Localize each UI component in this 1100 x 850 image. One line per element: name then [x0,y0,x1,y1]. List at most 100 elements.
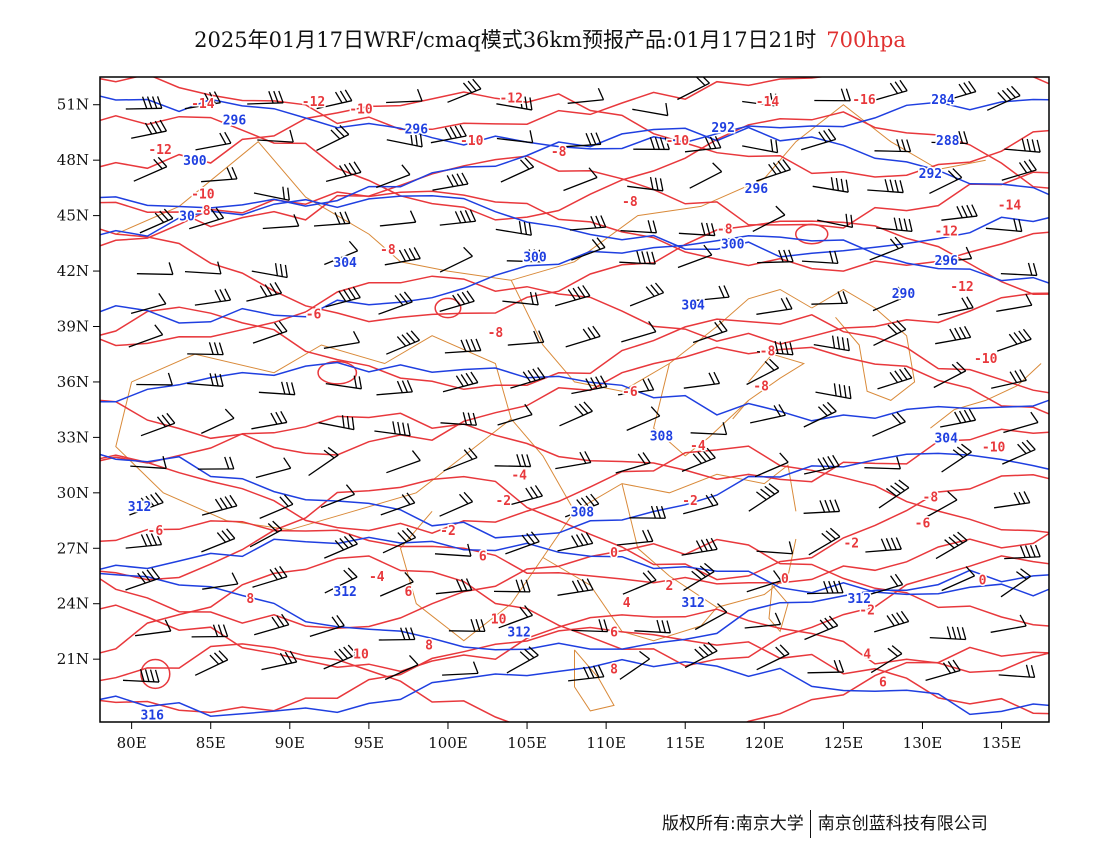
wind-barb [991,369,1027,389]
wind-barb [812,177,849,193]
copyright-footer: 版权所有:南京大学 南京创蓝科技有限公司 [662,809,988,838]
wind-barb [925,490,958,519]
temperature-label: -12 [148,143,171,158]
wind-barb [246,282,283,302]
province-boundary [115,335,512,531]
wind-barb [500,157,535,183]
wind-barb [746,358,780,386]
wind-barb [1000,568,1032,598]
wind-barb [803,499,841,514]
temperature-label: 4 [863,648,871,663]
temperature-contour [100,643,1049,722]
wind-barb [557,578,594,596]
wind-barb [813,335,850,352]
height-label: 288 [936,134,960,149]
temperature-contour [100,155,1049,229]
wind-barb [742,139,779,154]
wind-barb [681,537,718,556]
wind-barb [622,570,657,595]
temperature-label: -12 [499,91,522,106]
wind-barb [683,371,721,389]
wind-barb [803,454,840,475]
lat-tick-label: 30N [57,484,89,502]
temperature-contour [100,604,1049,673]
wind-barb [632,102,669,117]
wind-barb [378,627,416,641]
wind-barb [125,567,161,591]
wind-barb [139,208,174,234]
height-contour [100,234,1049,324]
wind-barb [195,131,232,151]
copyright-left: 版权所有:南京大学 [662,814,804,834]
wind-barb [756,159,791,182]
wind-barb [803,401,837,428]
wind-barb [432,172,469,191]
province-boundary [399,418,576,642]
wind-barb [1004,138,1041,153]
wind-barb [324,567,358,594]
wind-barb [258,381,296,396]
wind-barb [135,619,172,637]
wind-barb [801,128,837,151]
wind-barb [559,401,593,427]
wind-barb [497,403,533,426]
wind-barb [442,371,479,393]
wind-barb [617,378,655,396]
wind-barb [565,325,601,348]
wind-barb [1003,411,1039,434]
wind-barb [929,168,963,194]
wind-barbs [122,77,1041,683]
wind-barb [262,214,300,230]
wind-barb [555,451,592,470]
wind-barb [320,484,356,509]
wind-barb [814,88,851,102]
height-label: 312 [128,500,151,515]
lon-tick-label: 100E [428,734,468,752]
wind-barb [443,447,478,472]
wind-barb [252,566,288,588]
wind-barb [867,179,904,194]
wind-barb [746,570,782,593]
wind-barb [683,562,715,591]
wind-barb [619,250,656,265]
temperature-label: -8 [753,380,769,395]
wind-barb [990,614,1027,633]
temperature-label: -14 [756,95,780,110]
wind-barb [804,615,839,641]
height-contour [100,536,1049,597]
temperature-label: -14 [998,199,1022,214]
temperature-label: 8 [610,662,618,677]
lat-tick-label: 24N [57,595,89,613]
temperature-contour [100,538,1049,629]
lon-tick-label: 110E [586,734,626,752]
wind-barb [376,380,413,396]
temperature-label: 8 [425,638,433,653]
wind-barb [627,177,664,192]
wind-barb [506,646,539,674]
wind-barb [130,293,167,315]
wind-barb [131,119,168,139]
temperature-contour [100,275,1049,347]
wind-barb [128,324,164,348]
height-label: 296 [405,123,429,138]
wind-barb [870,645,903,674]
lon-tick-label: 85E [196,734,226,752]
wind-barb [136,262,174,276]
province-boundary [653,363,749,457]
wind-barb [877,367,913,390]
wind-barb [994,491,1031,509]
wind-barb [620,220,658,234]
wind-barb [447,78,482,103]
wind-barb [502,291,539,306]
temperature-label: -10 [349,102,373,117]
wind-barb [873,320,907,346]
title-level: 700hpa [826,28,906,52]
wind-barb [811,291,848,305]
wind-barb [941,80,977,103]
height-contour [100,95,1049,150]
height-label: 292 [711,121,734,136]
wind-barb [815,383,852,400]
height-contour [100,569,1049,651]
wind-barb [633,137,670,151]
